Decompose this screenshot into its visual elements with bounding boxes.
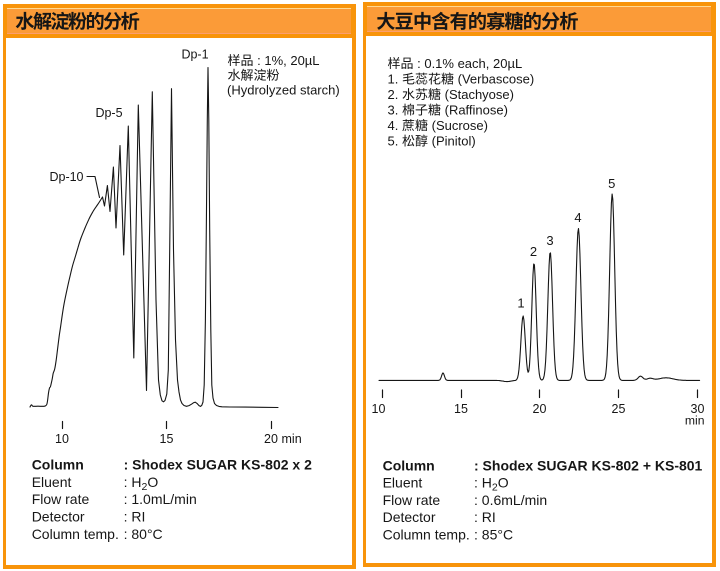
svg-text:Column temp.: Column temp. bbox=[383, 527, 470, 543]
svg-text:15: 15 bbox=[454, 402, 468, 416]
svg-text:5: 5 bbox=[608, 176, 615, 191]
svg-text:15: 15 bbox=[160, 432, 174, 446]
svg-text:: H2O: : H2O bbox=[474, 475, 509, 494]
svg-text:(Stachyose): (Stachyose) bbox=[441, 87, 514, 102]
svg-text:: H2O: : H2O bbox=[124, 474, 159, 493]
svg-text:Dp-10: Dp-10 bbox=[49, 170, 83, 184]
svg-text:5.: 5. bbox=[388, 134, 402, 149]
svg-text:1: 1 bbox=[517, 296, 524, 311]
svg-text:2: 2 bbox=[530, 244, 537, 259]
svg-text:20: 20 bbox=[533, 402, 547, 416]
svg-text:min: min bbox=[685, 414, 705, 428]
svg-text:Dp-5: Dp-5 bbox=[95, 106, 122, 120]
svg-text:Column temp.: Column temp. bbox=[32, 526, 119, 542]
svg-text:: RI: : RI bbox=[124, 509, 146, 525]
svg-text:25: 25 bbox=[612, 402, 626, 416]
svg-text:: RI: : RI bbox=[474, 509, 496, 525]
svg-text:(Verbascose): (Verbascose) bbox=[454, 72, 534, 87]
svg-text:: 85°C: : 85°C bbox=[474, 527, 513, 543]
svg-text:: Shodex SUGAR KS-802 x 2: : Shodex SUGAR KS-802 x 2 bbox=[124, 457, 312, 473]
svg-text:(Hydrolyzed starch): (Hydrolyzed starch) bbox=[227, 83, 340, 98]
svg-text:Dp-1: Dp-1 bbox=[181, 48, 208, 62]
svg-text:Flow rate: Flow rate bbox=[32, 491, 90, 507]
svg-text:(Pinitol): (Pinitol) bbox=[428, 134, 476, 149]
svg-text:Eluent: Eluent bbox=[32, 474, 72, 490]
svg-text:3: 3 bbox=[546, 233, 553, 248]
svg-text:4: 4 bbox=[574, 210, 581, 225]
svg-text:min: min bbox=[282, 432, 302, 446]
svg-text:(Sucrose): (Sucrose) bbox=[428, 118, 488, 133]
svg-text:: 1.0mL/min: : 1.0mL/min bbox=[124, 491, 197, 507]
svg-text:Column: Column bbox=[383, 457, 435, 473]
svg-text:10: 10 bbox=[372, 402, 386, 416]
svg-text:30: 30 bbox=[691, 402, 705, 416]
svg-text:Detector: Detector bbox=[32, 509, 85, 525]
svg-text:(Raffinose): (Raffinose) bbox=[441, 103, 508, 118]
svg-text:: 1%, 20µL: : 1%, 20µL bbox=[254, 53, 320, 68]
svg-text:2.: 2. bbox=[388, 87, 402, 102]
svg-text:1.: 1. bbox=[388, 72, 402, 87]
svg-text:4.: 4. bbox=[388, 118, 402, 133]
svg-text:3.: 3. bbox=[388, 103, 402, 118]
svg-text:: 0.1% each, 20µL: : 0.1% each, 20µL bbox=[414, 56, 523, 71]
svg-text:Detector: Detector bbox=[383, 509, 436, 525]
svg-text:Column: Column bbox=[32, 457, 84, 473]
svg-text:20: 20 bbox=[264, 432, 278, 446]
svg-text:10: 10 bbox=[55, 432, 69, 446]
svg-text:Flow rate: Flow rate bbox=[383, 492, 441, 508]
svg-text:: 80°C: : 80°C bbox=[124, 526, 163, 542]
svg-text:: Shodex SUGAR KS-802 + KS-801: : Shodex SUGAR KS-802 + KS-801 bbox=[474, 457, 703, 473]
svg-text:: 0.6mL/min: : 0.6mL/min bbox=[474, 492, 547, 508]
svg-text:Eluent: Eluent bbox=[383, 475, 423, 491]
